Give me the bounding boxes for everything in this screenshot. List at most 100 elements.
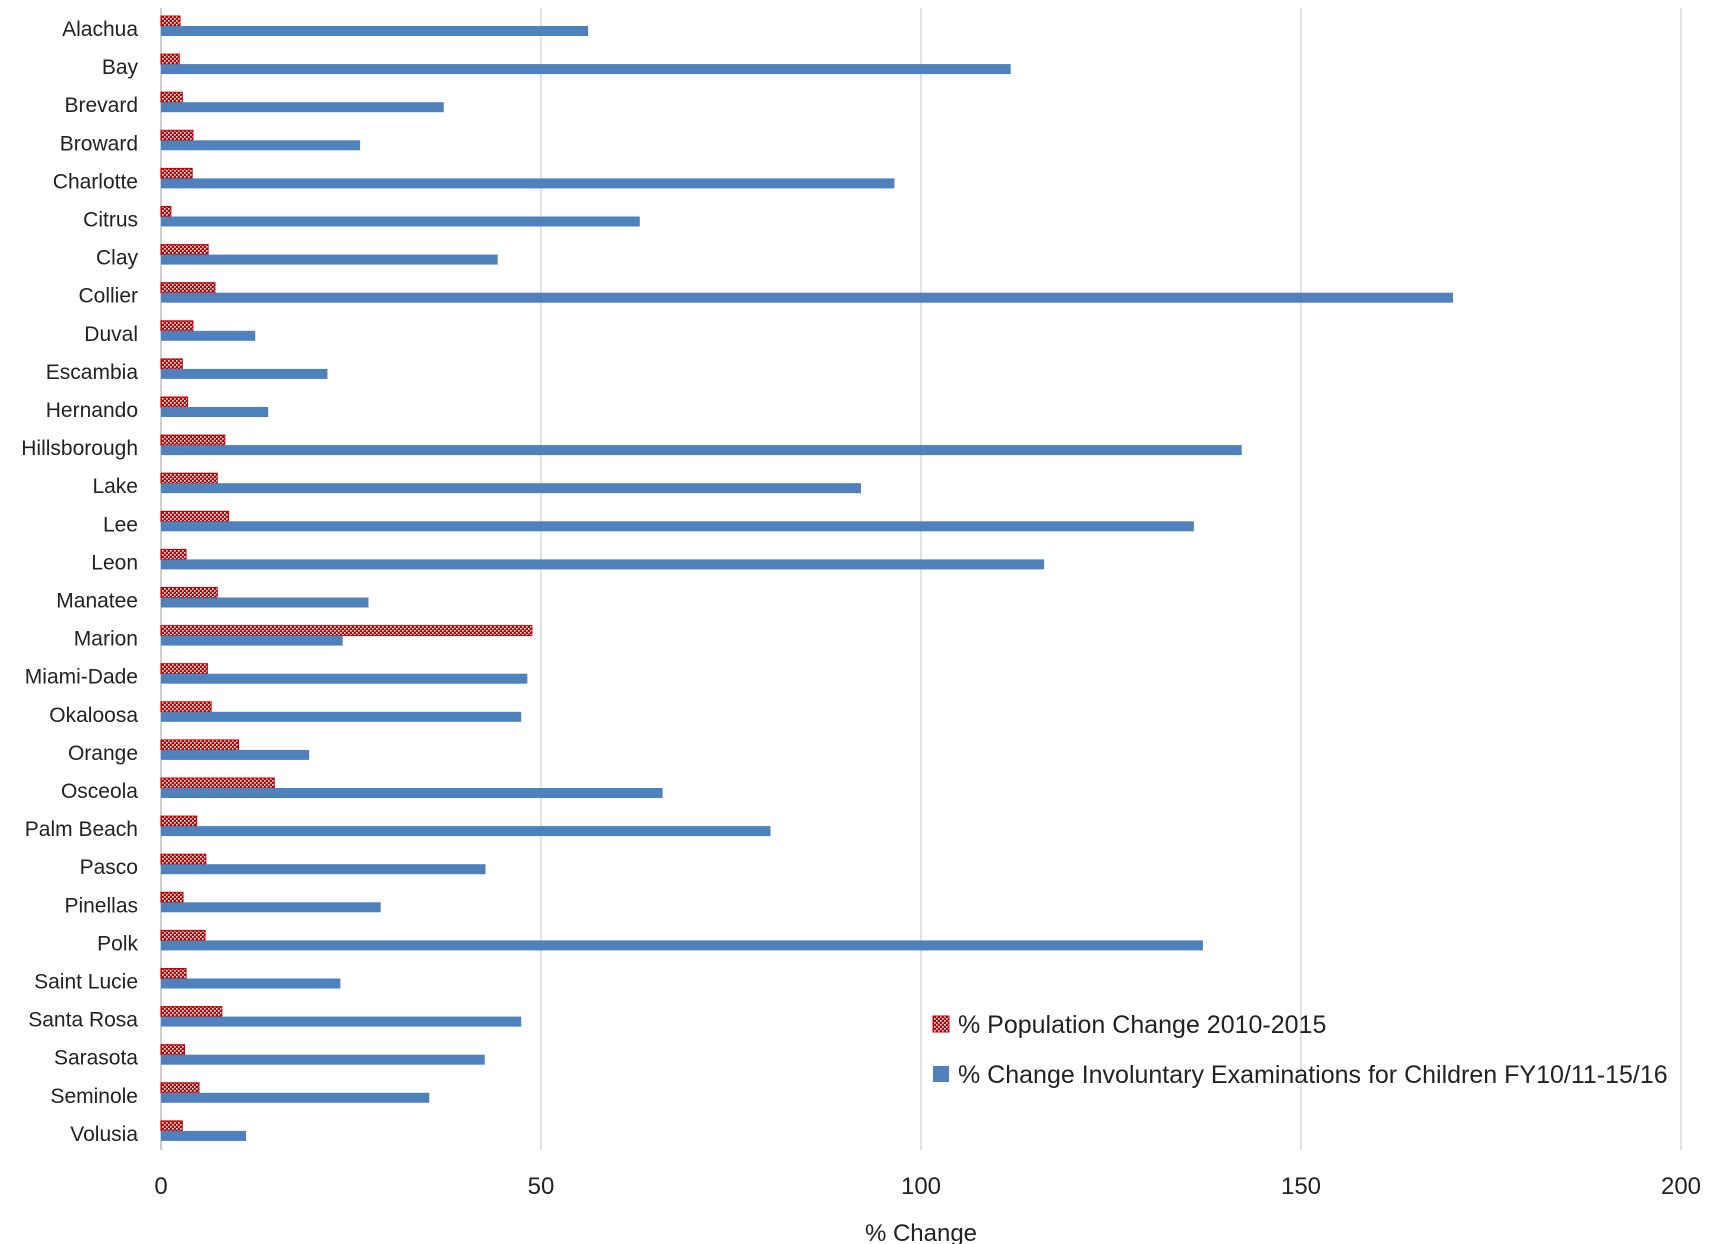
- population-change-bar: [160, 548, 187, 560]
- involuntary-exam-change-bar: [161, 521, 1194, 532]
- population-change-bar: [160, 1082, 200, 1094]
- involuntary-exam-change-bar: [161, 140, 361, 151]
- involuntary-exam-change-bar: [161, 635, 343, 646]
- involuntary-exam-change-bar: [161, 978, 341, 989]
- population-change-bar: [160, 396, 189, 408]
- population-change-bar: [160, 777, 275, 789]
- category-label: Osceola: [61, 780, 138, 803]
- population-change-bar: [160, 91, 183, 103]
- involuntary-exam-change-bar: [161, 1130, 247, 1141]
- population-change-bar: [160, 1044, 186, 1056]
- category-label: Leon: [91, 551, 138, 574]
- x-tick-label: 100: [901, 1173, 941, 1200]
- category-label: Charlotte: [53, 170, 138, 193]
- involuntary-exam-change-bar: [161, 940, 1203, 951]
- population-change-bar: [160, 1006, 223, 1018]
- population-change-bar: [160, 587, 218, 598]
- legend-swatch: [932, 1015, 950, 1033]
- category-label: Polk: [97, 932, 138, 955]
- involuntary-exam-change-bar: [161, 749, 310, 760]
- population-change-bar: [160, 891, 184, 903]
- population-change-bar: [160, 663, 208, 675]
- category-label: Volusia: [70, 1123, 138, 1146]
- involuntary-exam-change-bar: [161, 1016, 522, 1027]
- category-label: Hillsborough: [21, 437, 138, 460]
- population-change-bar: [160, 320, 194, 332]
- involuntary-exam-change-bar: [161, 407, 269, 417]
- category-label: Miami-Dade: [25, 666, 138, 689]
- x-tick-label: 200: [1661, 1173, 1701, 1200]
- involuntary-exam-change-bar: [161, 445, 1242, 456]
- involuntary-exam-change-bar: [161, 902, 381, 913]
- category-label: Pasco: [80, 856, 138, 879]
- involuntary-exam-change-bar: [161, 597, 369, 608]
- population-change-bar: [160, 1120, 183, 1132]
- x-tick-labels: 0 50 100 150 200: [154, 1173, 1701, 1200]
- involuntary-exam-change-bar: [161, 26, 589, 36]
- category-label: Orange: [68, 742, 138, 765]
- involuntary-exam-change-bar: [161, 711, 522, 722]
- gridlines: [160, 8, 1682, 1150]
- category-label: Lee: [103, 513, 138, 536]
- involuntary-exam-change-bar: [161, 64, 1011, 75]
- population-change-bar: [160, 815, 198, 827]
- involuntary-exam-change-bar: [161, 483, 861, 494]
- legend-label: % Change Involuntary Examinations for Ch…: [958, 1061, 1668, 1089]
- legend-label: % Population Change 2010-2015: [958, 1011, 1326, 1039]
- category-label: Palm Beach: [25, 818, 138, 841]
- category-label: Duval: [84, 323, 138, 346]
- population-change-bar: [160, 244, 209, 256]
- legend: % Population Change 2010-2015 % Change In…: [932, 1011, 1668, 1089]
- population-change-bar: [160, 701, 212, 713]
- population-change-bar: [160, 167, 193, 179]
- category-label: Clay: [96, 247, 139, 270]
- category-label: Broward: [60, 132, 138, 155]
- legend-swatch: [933, 1066, 949, 1082]
- involuntary-exam-change-bar: [161, 368, 328, 379]
- category-label: Santa Rosa: [28, 1009, 138, 1032]
- population-change-bar: [160, 53, 180, 65]
- category-label: Pinellas: [64, 894, 138, 917]
- population-change-bar: [160, 472, 218, 484]
- category-label: Lake: [92, 475, 138, 498]
- category-label: Okaloosa: [49, 704, 138, 727]
- x-axis-title: % Change: [865, 1220, 977, 1244]
- category-label: Brevard: [64, 94, 138, 117]
- involuntary-exam-change-bar: [161, 1092, 430, 1103]
- category-label: Marion: [74, 628, 138, 651]
- involuntary-exam-change-bar: [161, 102, 444, 113]
- x-tick-label: 0: [154, 1173, 167, 1200]
- x-tick-label: 150: [1281, 1173, 1321, 1200]
- population-change-bar: [160, 929, 206, 941]
- involuntary-exam-change-bar: [161, 559, 1045, 570]
- category-label: Saint Lucie: [34, 971, 138, 994]
- bars: [160, 15, 1453, 1141]
- category-label: Hernando: [46, 399, 138, 422]
- involuntary-exam-change-bar: [161, 673, 528, 684]
- involuntary-exam-change-bar: [161, 216, 640, 227]
- x-tick-label: 50: [528, 1173, 555, 1200]
- involuntary-exam-change-bar: [161, 1054, 485, 1065]
- category-label: Collier: [78, 285, 138, 308]
- involuntary-exam-change-bar: [161, 826, 771, 837]
- population-change-bar: [160, 739, 240, 751]
- population-change-bar: [160, 510, 230, 522]
- category-label: Seminole: [50, 1085, 138, 1108]
- involuntary-exam-change-bar: [161, 292, 1453, 303]
- category-label: Escambia: [46, 361, 139, 384]
- population-change-bar: [160, 129, 194, 141]
- population-change-bar: [160, 15, 181, 27]
- involuntary-exam-change-bar: [161, 254, 498, 265]
- category-label: Bay: [102, 56, 139, 79]
- population-change-bar: [160, 282, 216, 294]
- population-change-bar: [160, 358, 183, 370]
- category-label: Sarasota: [54, 1047, 138, 1070]
- population-change-bar: [160, 206, 172, 217]
- population-change-bar: [160, 625, 533, 637]
- category-label: Citrus: [83, 209, 138, 232]
- involuntary-exam-change-bar: [161, 788, 663, 798]
- category-labels: Alachua Bay Brevard Broward Charlotte Citrus C…: [21, 18, 138, 1146]
- category-label: Manatee: [56, 590, 138, 613]
- involuntary-exam-change-bar: [161, 864, 486, 875]
